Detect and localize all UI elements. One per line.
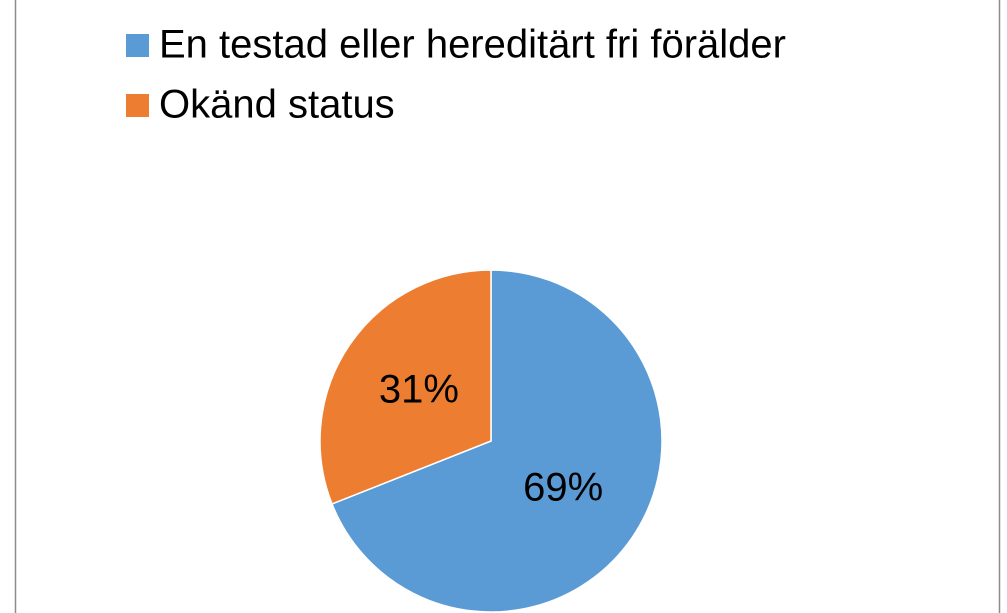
pie-slice [319,269,492,505]
legend-text: Okänd status [159,83,395,127]
pie-slice [331,269,663,613]
legend-text: En testad eller hereditärt fri förälder [159,23,786,67]
data-label: 31% [379,368,459,412]
legend-swatch [126,94,149,117]
data-label: 69% [523,466,603,510]
legend-swatch [126,34,149,57]
